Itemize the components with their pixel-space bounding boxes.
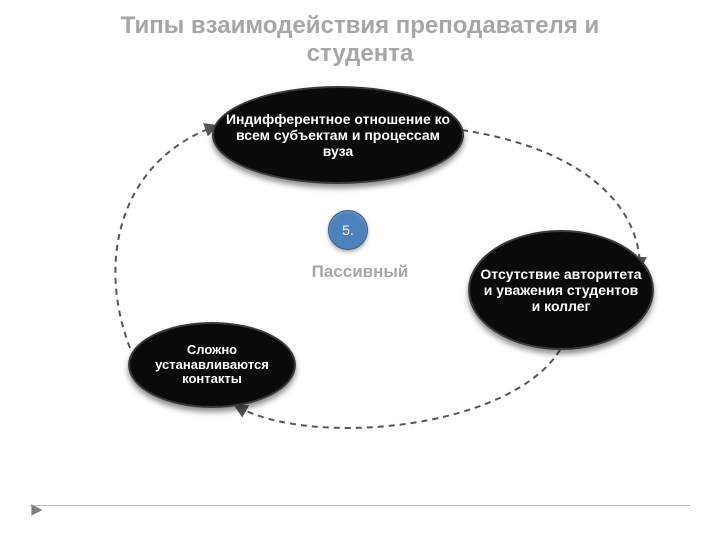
slide: Типы взаимодействия преподавателя и студ… xyxy=(0,0,720,540)
footer-marker-icon xyxy=(30,503,44,522)
footer-rule xyxy=(30,505,690,506)
bubble-left: Сложно устанавливаются контакты xyxy=(128,322,296,408)
arc-left-to-top xyxy=(115,126,216,348)
center-badge: 5. xyxy=(328,210,368,250)
center-label: Пассивный xyxy=(300,262,420,282)
title-line-1: Типы взаимодействия преподавателя и xyxy=(121,12,600,39)
bubble-left-text: Сложно устанавливаются контакты xyxy=(138,343,286,388)
title-line-2: студента xyxy=(307,40,414,67)
center-label-text: Пассивный xyxy=(312,262,409,281)
bubble-top: Индифферентное отношение ко всем субъект… xyxy=(212,86,464,184)
center-badge-text: 5. xyxy=(342,222,354,238)
page-title: Типы взаимодействия преподавателя и студ… xyxy=(0,12,720,67)
bubble-right-text: Отсутствие авторитета и уважения студент… xyxy=(478,266,644,314)
bubble-right: Отсутствие авторитета и уважения студент… xyxy=(468,230,654,350)
bubble-top-text: Индифферентное отношение ко всем субъект… xyxy=(222,111,454,159)
